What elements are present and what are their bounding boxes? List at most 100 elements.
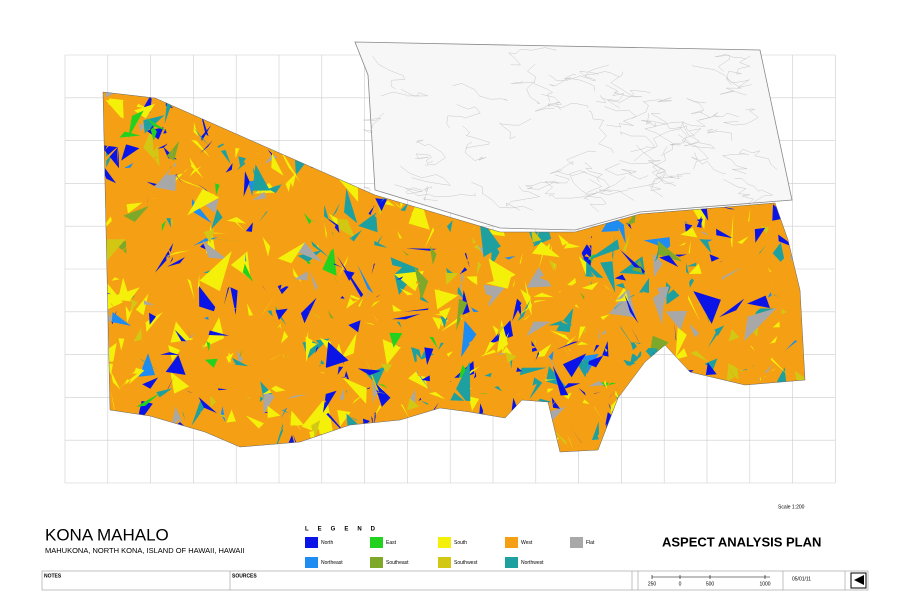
aspect-patch [346,117,349,132]
legend-swatch [370,537,383,548]
title-strip [42,571,868,590]
contour-area [355,42,792,230]
aspect-patch [295,134,307,152]
aspect-patch [661,425,678,446]
aspect-patch [89,297,109,310]
scale-bar [652,575,770,579]
aspect-patch [321,151,339,176]
aspect-patch [332,102,336,111]
aspect-patch [673,451,684,462]
aspect-patch [803,301,806,304]
aspect-patch [796,386,815,416]
aspect-patch [685,379,695,384]
sources-label: SOURCES [232,573,257,579]
aspect-patch [278,93,285,106]
aspect-patch [793,105,816,135]
aspect-patch [522,438,524,445]
aspect-patch [213,97,233,122]
aspect-patch [794,398,812,425]
aspect-patch [743,407,760,416]
aspect-patch [283,86,290,90]
aspect-patch [725,416,736,433]
aspect-patch [630,447,639,455]
aspect-patch [322,118,326,119]
aspect-patch [354,148,368,158]
aspect-patch [342,145,360,160]
aspect-patch [424,421,437,436]
aspect-patch [455,433,471,446]
aspect-patch [796,246,810,253]
aspect-patch [347,450,354,457]
aspect-patch [131,426,142,440]
legend-swatch [505,557,518,568]
legend-label: Northeast [321,560,343,566]
aspect-patch [793,227,802,241]
aspect-patch [796,146,808,162]
aspect-patch [292,130,308,161]
aspect-patch [738,420,739,423]
aspect-patch [658,415,660,418]
aspect-patch [517,416,522,436]
aspect-patch [91,190,95,206]
aspect-patch [634,380,649,391]
aspect-patch [449,440,471,457]
legend: NorthNortheastEastSoutheastSouthSouthwes… [305,537,595,568]
aspect-patch [777,410,795,426]
aspect-patch [788,119,789,124]
aspect-patch [754,442,777,459]
aspect-patch [528,444,535,456]
aspect-patch [749,404,757,419]
legend-swatch [305,537,318,548]
aspect-patch [280,141,283,147]
notes-label: NOTES [44,573,62,579]
aspect-patch [130,443,136,452]
aspect-patch [221,89,230,101]
aspect-patch [734,382,744,403]
aspect-patch [341,139,359,144]
aspect-patch [714,388,723,396]
aspect-patch [327,448,358,456]
aspect-patch [241,104,253,117]
legend-label: North [321,540,333,546]
aspect-patch [99,425,111,460]
north-arrow [851,573,866,588]
aspect-patch [234,88,249,115]
aspect-patch [657,415,669,434]
aspect-patch [89,138,93,155]
legend-label: Northwest [521,560,544,566]
aspect-patch [418,447,427,459]
scale-bar-label: 250 [648,581,657,587]
aspect-patch [640,428,646,458]
aspect-patch [152,430,177,442]
aspect-patch [721,448,734,465]
aspect-patch [746,396,752,407]
aspect-patch [641,443,644,459]
aspect-patch [709,426,715,430]
aspect-patch [312,111,330,124]
aspect-patch [349,143,356,158]
aspect-patch [341,134,352,167]
aspect-patch [259,101,268,110]
aspect-patch [642,363,646,390]
aspect-patch [160,427,174,444]
aspect-patch [667,421,694,436]
aspect-patch [805,257,808,259]
aspect-patch [325,152,336,171]
legend-swatch [438,537,451,548]
aspect-patch [493,444,499,455]
aspect-patch [450,418,469,436]
aspect-patch [685,423,688,434]
date: 05/01/11 [792,576,811,582]
aspect-patch [277,141,282,150]
aspect-patch [254,117,258,140]
aspect-patch [623,430,634,440]
aspect-patch [320,115,326,136]
aspect-patch [364,440,375,456]
aspect-patch [99,209,106,217]
aspect-patch [801,96,818,117]
aspect-patch [94,398,103,411]
aspect-patch [196,449,207,451]
aspect-patch [364,444,382,462]
aspect-patch [508,425,514,438]
